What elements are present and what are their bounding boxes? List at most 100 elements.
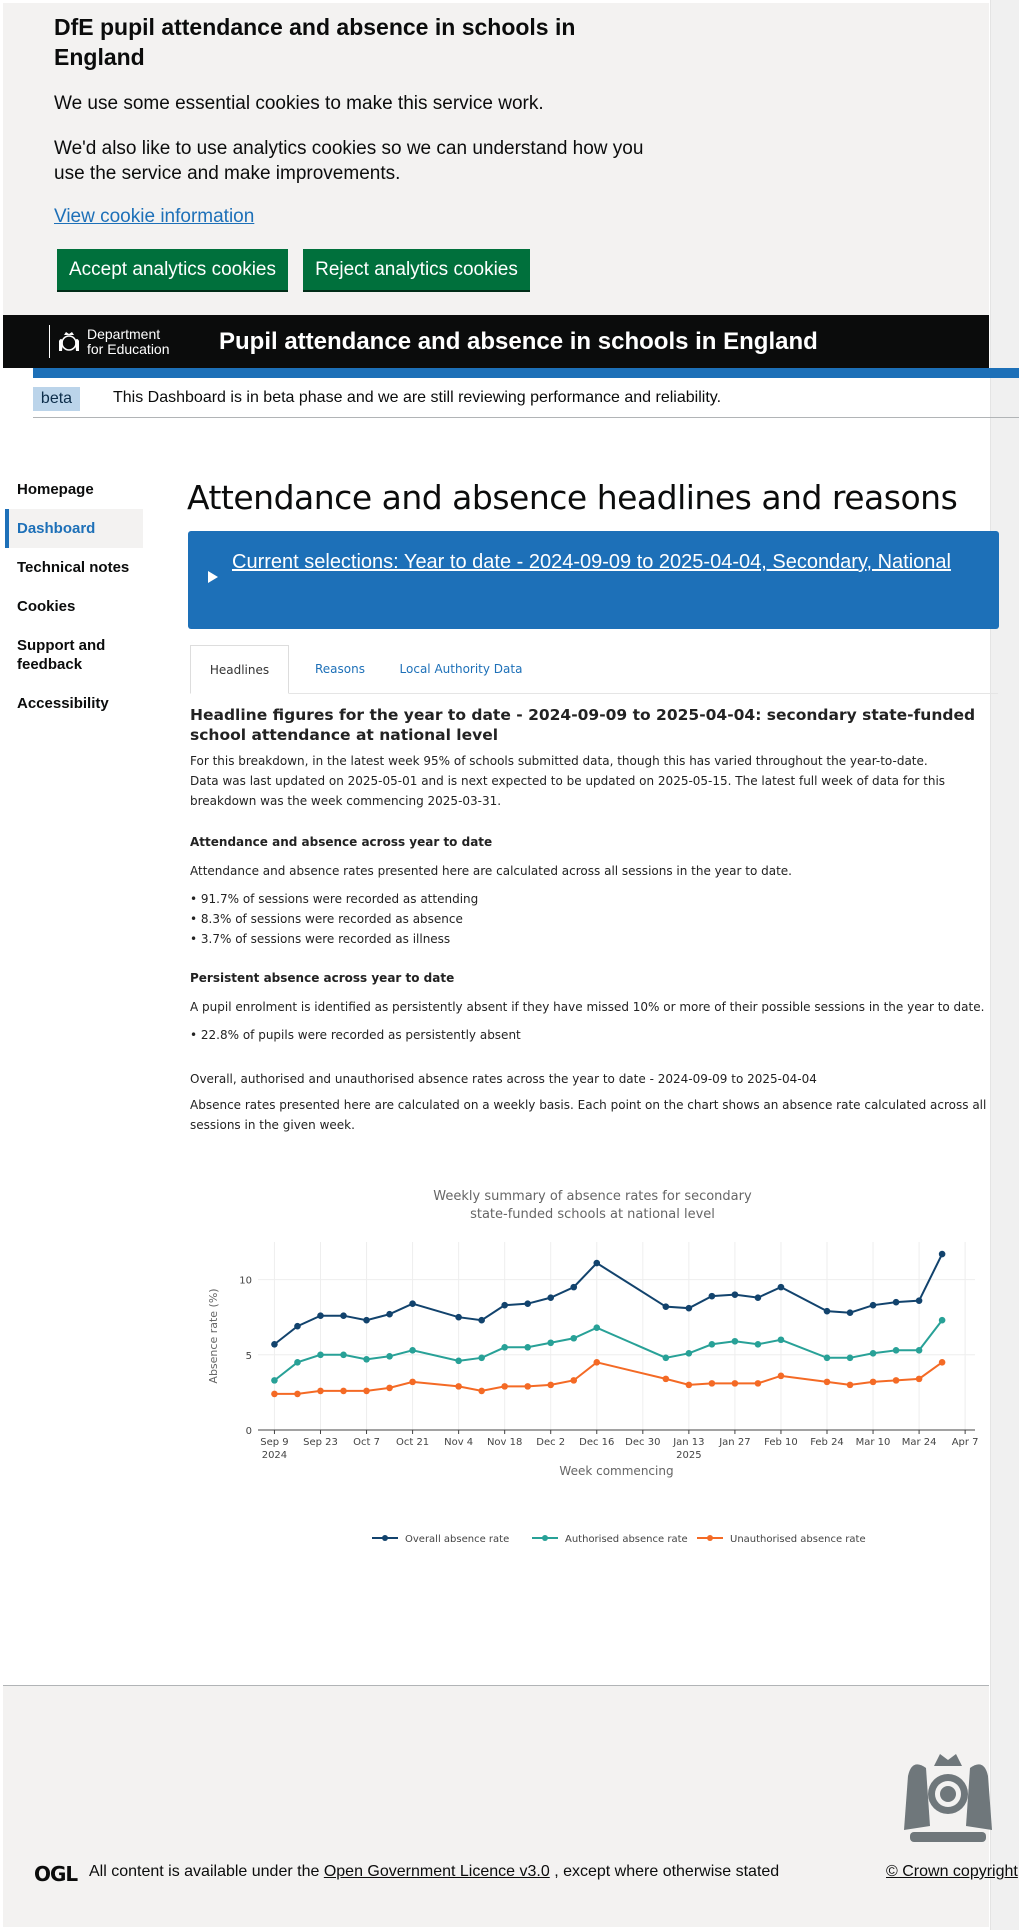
chart-data-point: [869, 1349, 877, 1357]
chart-data-point: [501, 1343, 508, 1351]
chart-data-point: [823, 1307, 831, 1315]
cookie-banner-title: DfE pupil attendance and absence in scho…: [54, 14, 576, 70]
chart-data-point: [938, 1316, 946, 1324]
tab-local-authority-data[interactable]: Local Authority Data: [399, 662, 523, 676]
sidebar-item-cookies[interactable]: Cookies: [17, 598, 76, 615]
chart-series-line: [273, 1253, 944, 1346]
attendance-bullet: • 3.7% of sessions were recorded as illn…: [190, 932, 451, 946]
dfe-logo-text: Department for Education: [87, 326, 170, 357]
chart-data-point: [754, 1340, 762, 1348]
chart-x-tick-label: Nov 18: [487, 1437, 522, 1448]
chart-legend-marker: [707, 1535, 713, 1541]
chart-data-point: [547, 1381, 555, 1389]
chart-data-point: [869, 1301, 877, 1309]
chart-title-line2: state-funded schools at national level: [470, 1207, 715, 1222]
chart-x-tick-label: Apr 7: [952, 1437, 979, 1448]
page-scrollbar[interactable]: [990, 0, 1019, 1930]
chart-data-point: [478, 1354, 485, 1362]
page-title: Attendance and absence headlines and rea…: [187, 478, 958, 517]
breakdown-text-2: Data was last updated on 2025-05-01 and …: [190, 774, 946, 808]
chart-data-point: [869, 1378, 877, 1386]
service-title[interactable]: Pupil attendance and absence in schools …: [219, 328, 818, 355]
sidebar-item-accessibility[interactable]: Accessibility: [17, 695, 109, 712]
chart-data-point: [409, 1346, 416, 1354]
chart-data-point: [455, 1357, 462, 1365]
chart-x-tick-year-label: 2024: [262, 1450, 287, 1461]
sidebar-item-dashboard[interactable]: Dashboard: [5, 509, 143, 548]
chart-data-point: [455, 1383, 462, 1390]
chart-data-point: [892, 1377, 900, 1384]
chart-x-tick-label: Mar 24: [902, 1437, 937, 1448]
crown-copyright-link[interactable]: © Crown copyright: [886, 1863, 1018, 1880]
tab-bar: Headlines Reasons Local Authority Data: [190, 645, 998, 694]
chart-data-point: [271, 1377, 278, 1384]
chart-x-tick-label: Oct 21: [396, 1437, 429, 1448]
headlines-panel: Headline figures for the year to date - …: [190, 705, 995, 1135]
chart-data-point: [363, 1316, 370, 1324]
chart-data-point: [708, 1340, 716, 1348]
licence-suffix: , except where otherwise stated: [554, 1863, 780, 1880]
chart-data-point: [317, 1387, 324, 1395]
chart-data-point: [386, 1384, 393, 1392]
chart-data-point: [892, 1346, 900, 1354]
chart-data-point: [685, 1381, 693, 1389]
chart-x-tick-label: Dec 16: [579, 1437, 614, 1448]
chart-data-point: [501, 1301, 508, 1309]
current-selections-toggle[interactable]: Current selections: Year to date - 2024-…: [188, 531, 999, 629]
chart-y-tick-label: 0: [246, 1426, 252, 1437]
chart-data-point: [570, 1334, 578, 1342]
beta-banner: beta This Dashboard is in beta phase and…: [33, 378, 1019, 418]
expand-triangle-icon: [208, 571, 218, 583]
chart-x-tick-label: Sep 23: [303, 1437, 338, 1448]
view-cookie-information-link[interactable]: View cookie information: [54, 206, 255, 227]
sidebar-item-support-and-feedback[interactable]: Support and feedback: [17, 637, 106, 673]
chart-data-point: [455, 1313, 462, 1321]
chart-x-axis-label: Week commencing: [559, 1464, 673, 1478]
tab-reasons[interactable]: Reasons: [315, 662, 365, 676]
chart-x-tick-label: Dec 30: [625, 1437, 660, 1448]
chart-data-point: [478, 1316, 485, 1324]
open-government-licence-link[interactable]: Open Government Licence v3.0: [323, 1863, 550, 1880]
chart-data-point: [777, 1283, 785, 1291]
dfe-logo-line2: for Education: [87, 340, 170, 357]
chart-data-point: [662, 1303, 670, 1310]
chart-y-tick-label: 5: [246, 1351, 252, 1362]
chart-data-point: [478, 1387, 485, 1395]
site-footer: OGL All content is available under the O…: [3, 1685, 1018, 1927]
chart-x-tick-label: Jan 13: [672, 1437, 704, 1448]
reject-analytics-cookies-button[interactable]: Reject analytics cookies: [303, 249, 530, 290]
chart-data-point: [823, 1378, 831, 1386]
chart-data-point: [593, 1359, 601, 1366]
chart-y-tick-label: 10: [239, 1276, 252, 1287]
chart-heading: Overall, authorised and unauthorised abs…: [190, 1072, 817, 1086]
header-stripe: [33, 368, 1019, 378]
attendance-heading: Attendance and absence across year to da…: [190, 835, 493, 849]
accept-analytics-cookies-button[interactable]: Accept analytics cookies: [57, 249, 288, 290]
chart-data-point: [524, 1343, 531, 1351]
chart-x-tick-label: Oct 7: [353, 1437, 380, 1448]
chart-data-point: [570, 1377, 578, 1384]
sidebar-item-homepage[interactable]: Homepage: [17, 481, 94, 498]
chart-data-point: [915, 1346, 923, 1354]
beta-banner-text: This Dashboard is in beta phase and we a…: [113, 389, 722, 406]
sidebar-nav: Homepage Dashboard Technical notes Cooki…: [5, 470, 143, 723]
chart-svg: 0 5 10 Sep 9 2024 Sep 23 Oct 7 Oct 21 Nov 4 Nov 1…: [207, 1242, 979, 1545]
chart-data-point: [777, 1336, 785, 1344]
chart-data-point: [846, 1381, 854, 1389]
chart-data-point: [938, 1250, 946, 1258]
chart-legend-marker: [382, 1535, 388, 1541]
cookie-analytics-text: We'd also like to use analytics cookies …: [54, 138, 644, 184]
chart-legend-marker: [542, 1535, 548, 1541]
current-selections-text[interactable]: Current selections: Year to date - 2024-…: [232, 551, 951, 573]
cookie-essential-text: We use some essential cookies to make th…: [54, 93, 544, 114]
chart-data-point: [547, 1339, 555, 1347]
chart-data-point: [294, 1322, 301, 1330]
sidebar-item-technical-notes[interactable]: Technical notes: [17, 559, 130, 576]
chart-title-line1: Weekly summary of absence rates for seco…: [433, 1189, 752, 1204]
chart-data-point: [524, 1383, 531, 1390]
chart-data-point: [685, 1304, 693, 1312]
chart-description: Absence rates presented here are calcula…: [190, 1098, 987, 1132]
dfe-logo[interactable]: Department for Education: [49, 325, 189, 358]
tab-headlines[interactable]: Headlines: [190, 645, 289, 694]
chart-x-tick-label: Feb 24: [810, 1437, 844, 1448]
